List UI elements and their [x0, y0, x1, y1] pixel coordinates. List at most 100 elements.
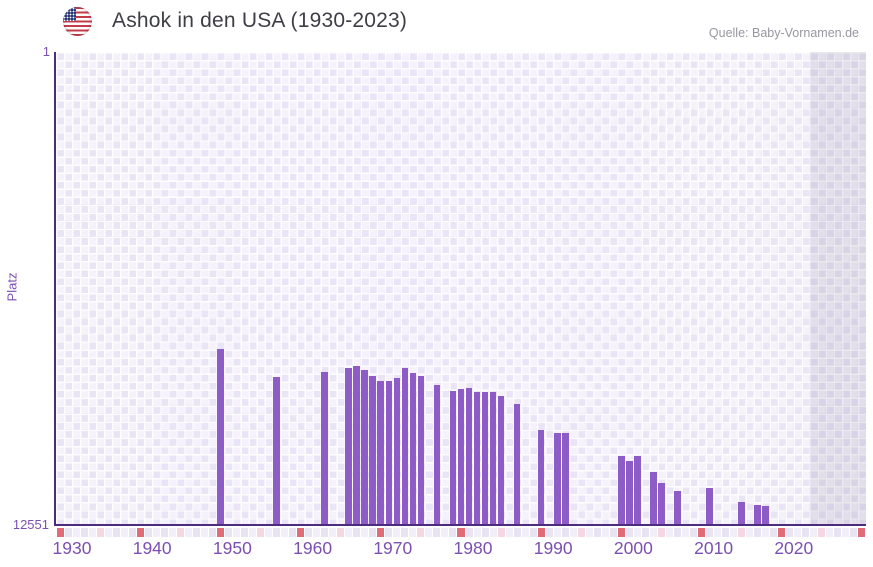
year-cell-1968 [377, 528, 385, 537]
year-cell-1950 [232, 528, 240, 537]
year-cell-1973 [417, 528, 425, 537]
year-cell-1993 [577, 528, 585, 537]
year-cell-1987 [529, 528, 537, 537]
bar-2013[interactable] [738, 501, 745, 524]
source-credit: Quelle: Baby-Vornamen.de [708, 26, 859, 40]
bar-2002[interactable] [650, 472, 657, 524]
bar-1970[interactable] [393, 378, 401, 524]
bar-1981[interactable] [481, 392, 489, 524]
year-cell-1934 [104, 528, 112, 537]
x-tick-label-1970: 1970 [373, 538, 413, 558]
timeline-strip [56, 528, 866, 537]
bar-2000[interactable] [634, 455, 641, 524]
bar-1964[interactable] [345, 367, 353, 524]
year-cell-1976 [441, 528, 449, 537]
year-cell-1928 [56, 528, 64, 537]
bar-1980[interactable] [473, 392, 481, 524]
bar-1969[interactable] [385, 381, 393, 524]
chart-title: Ashok in den USA (1930-2023) [112, 9, 408, 32]
year-cell-1938 [136, 528, 144, 537]
bar-1966[interactable] [361, 370, 369, 524]
year-cell-1937 [128, 528, 136, 537]
year-cell-2001 [641, 528, 649, 537]
bar-1998[interactable] [618, 455, 625, 524]
year-cell-2002 [649, 528, 657, 537]
bar-2016[interactable] [762, 506, 770, 524]
year-cell-1986 [521, 528, 529, 537]
year-cell-1980 [473, 528, 481, 537]
year-cell-2021 [802, 528, 810, 537]
year-cell-1996 [601, 528, 609, 537]
bar-2003[interactable] [658, 483, 665, 524]
year-cell-1961 [321, 528, 329, 537]
bar-1965[interactable] [353, 366, 361, 524]
bar-1955[interactable] [273, 377, 280, 524]
year-cell-2015 [754, 528, 762, 537]
year-cell-2014 [746, 528, 754, 537]
year-cell-1953 [257, 528, 265, 537]
x-tick-label-1980: 1980 [453, 538, 493, 558]
plot-area [54, 52, 866, 526]
bar-1991[interactable] [561, 433, 569, 524]
year-cell-1957 [289, 528, 297, 537]
bar-1961[interactable] [321, 372, 328, 524]
bar-1972[interactable] [409, 373, 417, 524]
year-cell-2024 [826, 528, 834, 537]
x-axis-line [54, 524, 866, 526]
year-cell-1989 [545, 528, 553, 537]
year-cell-1983 [497, 528, 505, 537]
year-cell-1999 [625, 528, 633, 537]
year-cell-1948 [216, 528, 224, 537]
year-cell-1994 [585, 528, 593, 537]
year-cell-2017 [770, 528, 778, 537]
year-cell-1967 [369, 528, 377, 537]
year-cell-1984 [505, 528, 513, 537]
year-cell-2016 [762, 528, 770, 537]
year-cell-1951 [240, 528, 248, 537]
x-tick-label-1940: 1940 [132, 538, 172, 558]
y-axis-line [54, 52, 56, 526]
year-cell-1930 [72, 528, 80, 537]
year-cell-1935 [112, 528, 120, 537]
year-cell-1960 [313, 528, 321, 537]
bar-1990[interactable] [553, 433, 561, 524]
year-cell-2028 [858, 528, 866, 537]
year-cell-1991 [561, 528, 569, 537]
year-cell-1992 [569, 528, 577, 537]
year-cell-2009 [706, 528, 714, 537]
year-cell-1958 [297, 528, 305, 537]
bar-2009[interactable] [706, 488, 713, 524]
bar-1973[interactable] [417, 376, 425, 524]
year-cell-1978 [457, 528, 465, 537]
year-cell-2003 [657, 528, 665, 537]
bar-1975[interactable] [433, 385, 441, 524]
year-cell-1942 [168, 528, 176, 537]
bar-1979[interactable] [465, 388, 473, 524]
bar-1968[interactable] [377, 381, 385, 524]
year-cell-1959 [305, 528, 313, 537]
bar-1983[interactable] [497, 396, 505, 524]
year-cell-1979 [465, 528, 473, 537]
x-tick-label-1930: 1930 [52, 538, 92, 558]
bar-1977[interactable] [449, 391, 457, 524]
year-cell-2007 [690, 528, 698, 537]
year-cell-1955 [273, 528, 281, 537]
bar-2005[interactable] [674, 490, 681, 524]
year-cell-1995 [593, 528, 601, 537]
bar-1982[interactable] [489, 392, 497, 524]
bar-1978[interactable] [457, 389, 465, 524]
bar-1999[interactable] [626, 460, 633, 524]
bar-1948[interactable] [217, 349, 224, 524]
year-cell-2005 [674, 528, 682, 537]
year-cell-1936 [120, 528, 128, 537]
bar-2015[interactable] [754, 505, 762, 524]
bar-1985[interactable] [513, 404, 521, 524]
bar-1971[interactable] [401, 368, 409, 524]
year-cell-1940 [152, 528, 160, 537]
year-cell-2008 [698, 528, 706, 537]
bar-1988[interactable] [537, 429, 545, 524]
year-cell-1969 [385, 528, 393, 537]
bar-1967[interactable] [369, 376, 377, 524]
x-tick-label-1950: 1950 [212, 538, 252, 558]
